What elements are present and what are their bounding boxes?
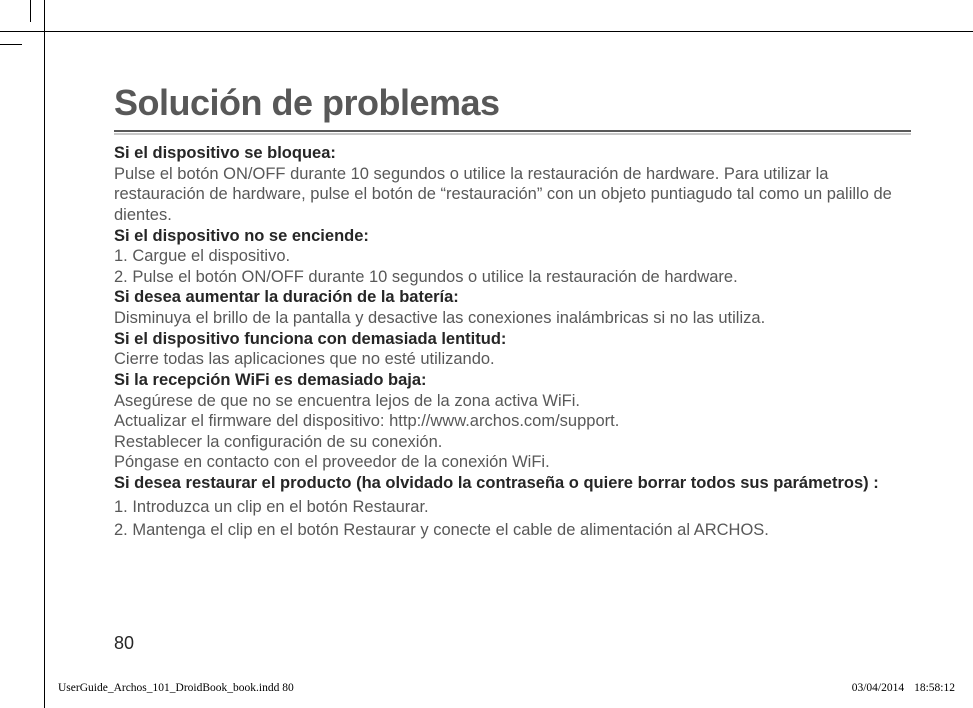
- page-number: 80: [114, 633, 134, 654]
- footer: UserGuide_Archos_101_DroidBook_book.indd…: [58, 682, 955, 694]
- section-step: 2. Mantenga el clip en el botón Restaura…: [114, 520, 914, 541]
- section-line: Actualizar el firmware del dispositivo: …: [114, 411, 914, 432]
- section-step: 1. Introduzca un clip en el botón Restau…: [114, 497, 914, 518]
- section-step: 1. Cargue el dispositivo.: [114, 246, 914, 267]
- crop-line-top: [0, 31, 973, 32]
- content-area: Solución de problemas Si el dispositivo …: [114, 82, 914, 541]
- section-line: Asegúrese de que no se encuentra lejos d…: [114, 391, 914, 412]
- footer-time: 18:58:12: [914, 682, 955, 694]
- section-body: Cierre todas las aplicaciones que no est…: [114, 349, 914, 370]
- footer-date: 03/04/2014: [852, 682, 904, 694]
- section-step: 2. Pulse el botón ON/OFF durante 10 segu…: [114, 267, 914, 288]
- footer-timestamp: 03/04/2014 18:58:12: [852, 682, 955, 694]
- section-heading: Si el dispositivo no se enciende:: [114, 227, 369, 245]
- section-heading: Si la recepción WiFi es demasiado baja:: [114, 371, 427, 389]
- page-title: Solución de problemas: [114, 82, 914, 124]
- section-heading: Si desea restaurar el producto (ha olvid…: [114, 474, 879, 492]
- section-body: Disminuya el brillo de la pantalla y des…: [114, 308, 914, 329]
- section-heading: Si desea aumentar la duración de la bate…: [114, 288, 459, 306]
- crop-tick-horizontal: [0, 44, 22, 45]
- section-line: Póngase en contacto con el proveedor de …: [114, 452, 914, 473]
- title-rule-light: [114, 133, 911, 135]
- section-body: Pulse el botón ON/OFF durante 10 segundo…: [114, 164, 914, 226]
- page: Solución de problemas Si el dispositivo …: [0, 0, 973, 708]
- title-rule-dark: [114, 130, 911, 132]
- crop-tick-vertical: [30, 0, 31, 22]
- section-heading: Si el dispositivo se bloquea:: [114, 144, 336, 162]
- crop-line-left: [44, 0, 45, 708]
- section-line: Restablecer la configuración de su conex…: [114, 432, 914, 453]
- body-text: Si el dispositivo se bloquea: Pulse el b…: [114, 143, 914, 541]
- footer-file: UserGuide_Archos_101_DroidBook_book.indd…: [58, 682, 294, 694]
- section-heading: Si el dispositivo funciona con demasiada…: [114, 330, 506, 348]
